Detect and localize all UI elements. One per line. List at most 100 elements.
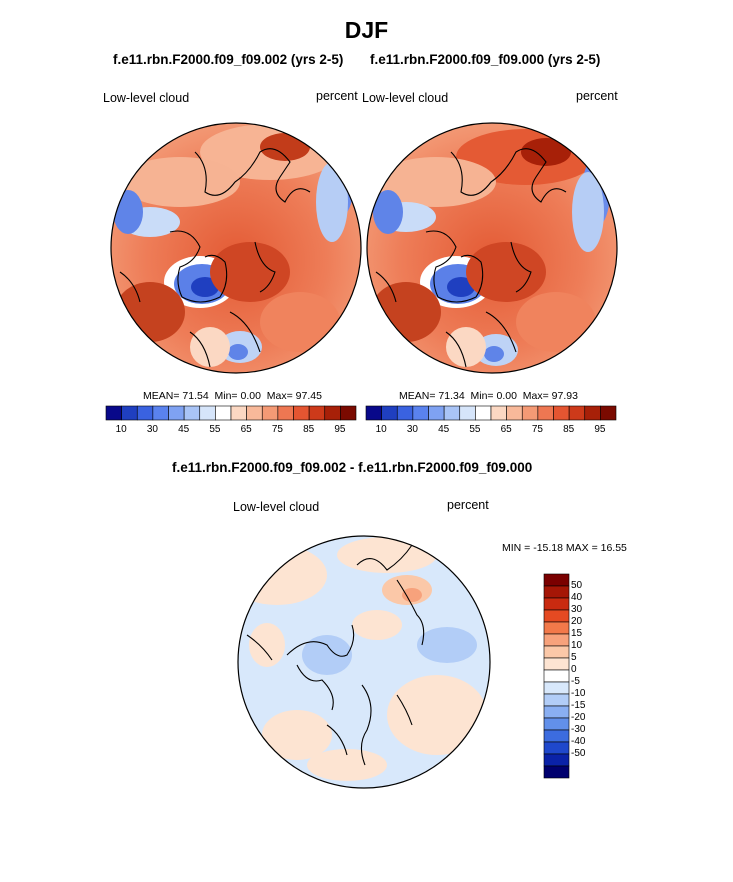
diff-colorbar-box [543,609,570,623]
panel-2-variable-label: Low-level cloud [362,91,449,105]
panel-1-variable-label: Low-level cloud [103,91,190,105]
diff-colorbar-box [543,657,570,671]
panel-2-title: f.e11.rbn.F2000.f09_f09.000 (yrs 2-5) [370,52,601,67]
panel-2-colorbar-box [428,405,445,421]
panel-2-units-label: percent [576,89,618,103]
panel-1-colorbar-box [215,405,232,421]
panel-1-colorbar-box [199,405,216,421]
diff-colorbar-box [543,585,570,599]
diff-colorbar-box [543,717,570,731]
panel-2-polar-map [366,122,618,374]
panel-2-colorbar-box [475,405,492,421]
diff-colorbar-box [543,669,570,683]
panel-2-colorbar [365,405,617,421]
panel-2-colorbar-box [568,405,586,421]
panel-1-max-label: Max= [266,390,293,402]
diff-colorbar-box [543,693,570,707]
panel-2-max-label: Max= [522,390,549,402]
diff-colorbar-tick-label: 30 [571,604,583,615]
diff-colorbar-box [543,681,570,695]
diff-colorbar-box [543,753,570,767]
panel-2-colorbar-tick-label: 45 [438,424,450,435]
panel-2-max-value: 97.93 [551,390,578,402]
panel-2-min-value: 0.00 [496,390,517,402]
diff-colorbar-tick-label: 20 [571,616,583,627]
panel-2-colorbar-box [537,405,554,421]
panel-2-colorbar-box [553,405,570,421]
panel-1-max-value: 97.45 [295,390,322,402]
panel-1-colorbar-box [183,405,201,421]
diff-colorbar [543,573,570,779]
panel-1-min-value: 0.00 [240,390,261,402]
diff-colorbar-box [543,645,570,659]
panel-1-colorbar-box [121,405,138,421]
panel-2-colorbar-box [443,405,461,421]
diff-colorbar-tick-label: 40 [571,592,583,603]
panel-1-mean-label: MEAN= [143,390,180,402]
diff-colorbar-box [543,741,570,755]
diff-colorbar-tick-label: -15 [571,700,586,711]
panel-2-colorbar-box [365,405,382,421]
panel-2-colorbar-box [521,405,539,421]
diff-colorbar-tick-label: 5 [571,652,577,663]
panel-2-colorbar-tick-label: 65 [500,424,512,435]
diff-minmax-text: MIN = -15.18 MAX = 16.55 [502,542,627,554]
panel-1-colorbar-tick-label: 55 [209,424,221,435]
panel-1-colorbar-tick-label: 30 [146,424,158,435]
panel-2-colorbar-box [600,405,617,421]
panel-1-colorbar-box [277,405,294,421]
diff-colorbar-tick-label: 15 [571,628,583,639]
panel-2-mean-value: 71.34 [438,390,465,402]
diff-colorbar-box [543,633,570,647]
diff-colorbar-tick-label: -40 [571,736,586,747]
diff-colorbar-tick-label: -5 [571,676,580,687]
panel-2-stats: MEAN= 71.34 Min= 0.00 Max= 97.93 [399,390,578,402]
panel-1-colorbar-tick-label: 65 [240,424,252,435]
panel-2-colorbar-tick-label: 95 [594,424,606,435]
panel-1-colorbar-box [340,405,357,421]
diff-polar-map [237,535,491,789]
panel-2-colorbar-box [459,405,476,421]
panel-1-min-label: Min= [214,390,238,402]
panel-1-colorbar-box [324,405,341,421]
panel-1-mean-value: 71.54 [182,390,209,402]
diff-colorbar-tick-label: -10 [571,688,586,699]
diff-colorbar-box [543,597,570,611]
panel-1-colorbar-box [168,405,185,421]
diff-colorbar-box [543,621,570,635]
panel-1-polar-map [110,122,362,374]
panel-2-colorbar-tick-label: 10 [375,424,387,435]
diff-variable-label: Low-level cloud [233,500,320,514]
diff-colorbar-box [543,705,570,719]
panel-1-colorbar-box [308,405,326,421]
panel-1-colorbar-tick-label: 10 [115,424,127,435]
panel-2-colorbar-box [396,405,414,421]
diff-colorbar-tick-label: 50 [571,580,583,591]
panel-1-colorbar-tick-label: 95 [334,424,346,435]
panel-2-colorbar-tick-label: 75 [531,424,543,435]
diff-colorbar-tick-label: -30 [571,724,586,735]
page-title: DJF [344,17,389,43]
panel-1-colorbar-box [293,405,310,421]
panel-2-colorbar-box [490,405,507,421]
panel-1-units-label: percent [316,89,358,103]
diff-colorbar-tick-label: 0 [571,664,577,675]
panel-1-colorbar-tick-label: 85 [303,424,315,435]
panel-2-colorbar-tick-label: 30 [406,424,418,435]
panel-2-colorbar-tick-label: 55 [469,424,481,435]
diff-units-label: percent [447,498,489,512]
diff-colorbar-tick-label: 10 [571,640,583,651]
panel-2-colorbar-box [381,405,398,421]
panel-2-mean-label: MEAN= [399,390,436,402]
panel-1-colorbar-box [246,405,263,421]
panel-1-colorbar [105,405,357,421]
diff-colorbar-tick-label: -50 [571,748,586,759]
diff-colorbar-tick-label: -20 [571,712,586,723]
diff-panel-title: f.e11.rbn.F2000.f09_f09.002 - f.e11.rbn.… [172,460,533,475]
panel-1-colorbar-box [152,405,169,421]
diff-colorbar-box [543,573,570,587]
panel-2-min-label: Min= [470,390,494,402]
panel-1-colorbar-box [230,405,247,421]
panel-1-colorbar-box [261,405,279,421]
panel-1-stats: MEAN= 71.54 Min= 0.00 Max= 97.45 [143,390,322,402]
